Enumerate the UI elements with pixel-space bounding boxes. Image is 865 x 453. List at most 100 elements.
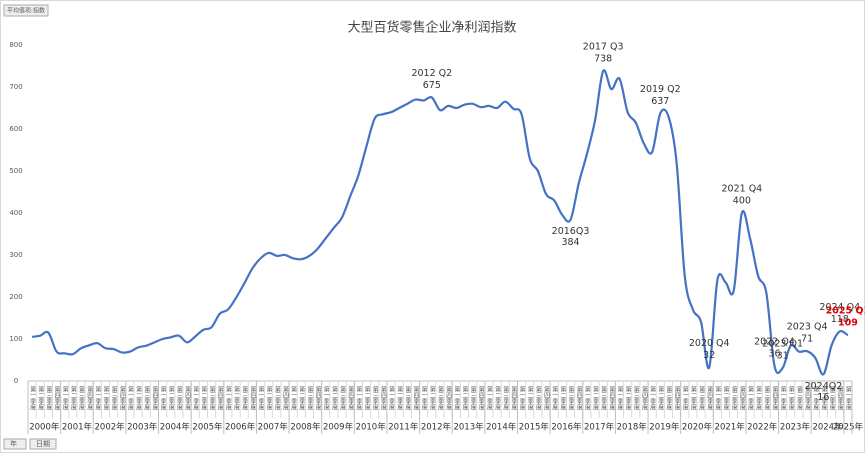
year-label: 2013年: [453, 422, 484, 433]
quarter-label: 第一季度: [812, 385, 819, 411]
quarter-label: 第二季度: [820, 385, 827, 411]
quarter-label: 第三季度: [143, 385, 150, 411]
quarter-label: 第一季度: [388, 385, 395, 411]
quarter-label: 第四季度: [347, 385, 354, 411]
annotation-label: 2022 Q4: [754, 336, 795, 347]
year-label: 2006年: [225, 422, 256, 433]
year-label: 2004年: [160, 422, 191, 433]
annotation-label: 2023 Q4: [787, 322, 828, 333]
quarter-label: 第一季度: [355, 385, 362, 411]
quarter-label: 第一季度: [551, 385, 558, 411]
row-button-label: 日期: [36, 440, 50, 448]
value-label: 118: [831, 314, 849, 325]
value-label: 400: [733, 196, 751, 207]
quarter-label: 第一季度: [583, 385, 590, 411]
y-tick-label: 400: [9, 209, 22, 217]
quarter-label: 第二季度: [37, 385, 44, 411]
quarter-label: 第三季度: [828, 385, 835, 411]
annotation-label: 2017 Q3: [583, 42, 624, 53]
quarter-label: 第一季度: [290, 385, 297, 411]
quarter-label: 第四季度: [314, 385, 321, 411]
quarter-label: 第一季度: [616, 385, 623, 411]
value-label: 71: [801, 334, 813, 345]
quarter-label: 第三季度: [371, 385, 378, 411]
year-label: 2020年: [682, 422, 713, 433]
quarter-label: 第二季度: [494, 385, 501, 411]
quarter-label: 第四季度: [151, 385, 158, 411]
quarter-label: 第二季度: [722, 385, 729, 411]
value-label: 109: [838, 318, 858, 329]
quarter-label: 第一季度: [94, 385, 101, 411]
year-label: 2011年: [388, 422, 419, 433]
annotation-label: 2023 Q1: [762, 338, 803, 349]
quarter-label: 第二季度: [787, 385, 794, 411]
value-label: 675: [423, 80, 441, 91]
quarter-label: 第三季度: [469, 385, 476, 411]
value-label: 738: [594, 54, 612, 65]
year-label: 2007年: [258, 422, 289, 433]
quarter-label: 第二季度: [396, 385, 403, 411]
y-tick-label: 800: [9, 41, 22, 49]
annotation-label: 2012 Q2: [411, 68, 452, 79]
year-label: 2022年: [747, 422, 778, 433]
value-label: 36: [768, 348, 780, 359]
quarter-label: 第四季度: [445, 385, 452, 411]
year-label: 2023年: [780, 422, 811, 433]
year-label: 2017年: [584, 422, 615, 433]
quarter-label: 第二季度: [200, 385, 207, 411]
quarter-label: 第四季度: [86, 385, 93, 411]
quarter-label: 第二季度: [624, 385, 631, 411]
quarter-label: 第三季度: [208, 385, 215, 411]
year-label: 2001年: [62, 422, 93, 433]
year-label: 2009年: [323, 422, 354, 433]
value-label: 16: [817, 392, 829, 403]
quarter-label: 第一季度: [518, 385, 525, 411]
year-label: 2000年: [29, 422, 60, 433]
quarter-label: 第一季度: [61, 385, 68, 411]
row-button[interactable]: [3, 438, 27, 450]
year-label: 2005年: [192, 422, 223, 433]
data-line: [31, 69, 849, 376]
year-label: 2021年: [715, 422, 746, 433]
annotation-label: 2025 Q1: [826, 306, 865, 317]
quarter-label: 第一季度: [453, 385, 460, 411]
annotation-label: 2019 Q2: [640, 84, 681, 95]
quarter-label: 第四季度: [510, 385, 517, 411]
quarter-label: 第一季度: [420, 385, 427, 411]
quarter-label: 第一季度: [714, 385, 721, 411]
quarter-label: 第四季度: [281, 385, 288, 411]
field-button[interactable]: [3, 4, 49, 17]
annotation-label: 2020 Q4: [689, 338, 730, 349]
quarter-label: 第四季度: [379, 385, 386, 411]
year-label: 2010年: [356, 422, 387, 433]
quarter-label: 第二季度: [689, 385, 696, 411]
quarter-label: 第三季度: [306, 385, 313, 411]
quarter-label: 第二季度: [657, 385, 664, 411]
quarter-label: 第一季度: [224, 385, 231, 411]
year-label: 2015年: [519, 422, 550, 433]
quarter-label: 第三季度: [763, 385, 770, 411]
quarter-label: 第四季度: [771, 385, 778, 411]
quarter-label: 第四季度: [216, 385, 223, 411]
year-label: 2025年: [833, 422, 864, 433]
year-label: 2014年: [486, 422, 517, 433]
y-tick-label: 600: [9, 125, 22, 133]
quarter-label: 第二季度: [428, 385, 435, 411]
quarter-label: 第四季度: [836, 385, 843, 411]
annotation-label: 2021 Q4: [722, 184, 763, 195]
quarter-label: 第二季度: [265, 385, 272, 411]
quarter-label: 第四季度: [249, 385, 256, 411]
quarter-label: 第三季度: [339, 385, 346, 411]
quarter-label: 第一季度: [779, 385, 786, 411]
year-label: 2012年: [421, 422, 452, 433]
quarter-label: 第二季度: [330, 385, 337, 411]
quarter-label: 第一季度: [649, 385, 656, 411]
value-label: 637: [651, 96, 669, 107]
y-tick-label: 200: [9, 293, 22, 301]
row-button[interactable]: [29, 438, 57, 450]
quarter-label: 第三季度: [110, 385, 117, 411]
quarter-label: 第一季度: [844, 385, 851, 411]
quarter-label: 第三季度: [273, 385, 280, 411]
year-label: 2003年: [127, 422, 158, 433]
